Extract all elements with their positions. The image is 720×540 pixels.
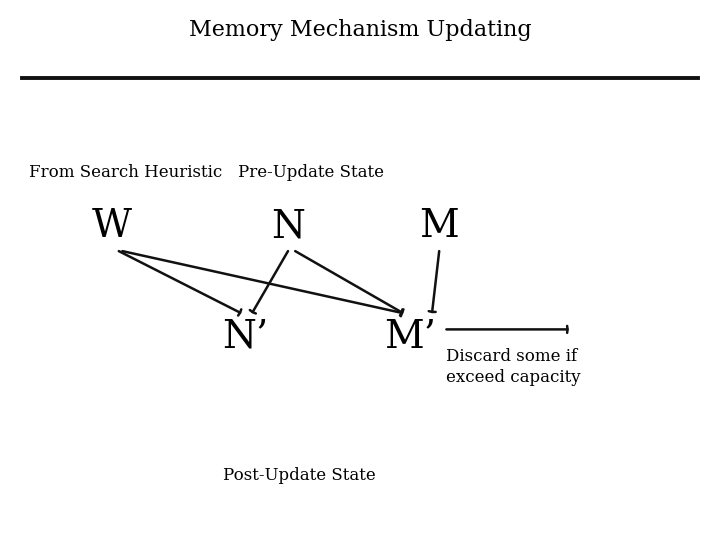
Text: N’: N’ <box>222 319 268 356</box>
Text: Memory Mechanism Updating: Memory Mechanism Updating <box>189 19 531 40</box>
Text: M: M <box>419 208 459 245</box>
Text: W: W <box>91 208 132 245</box>
Text: N: N <box>271 208 305 245</box>
Text: exceed capacity: exceed capacity <box>446 369 581 387</box>
Text: From Search Heuristic: From Search Heuristic <box>29 164 222 181</box>
Text: Post-Update State: Post-Update State <box>223 467 376 484</box>
Text: Discard some if: Discard some if <box>446 348 577 365</box>
Text: M’: M’ <box>384 319 436 356</box>
Text: Pre-Update State: Pre-Update State <box>238 164 384 181</box>
